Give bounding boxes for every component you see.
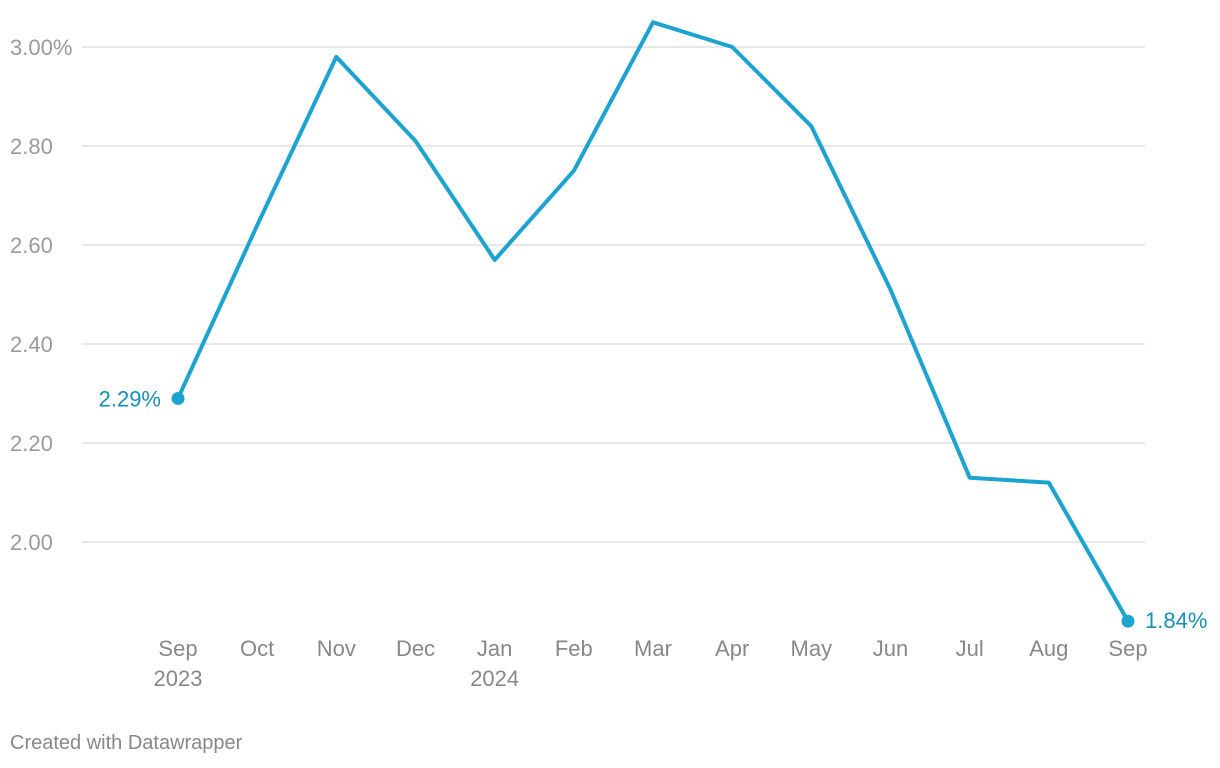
x-tick-label-10: Jul bbox=[956, 636, 984, 661]
gridlines bbox=[82, 46, 1145, 543]
x-tick-label-4: Jan bbox=[477, 636, 512, 661]
x-tick-label-0: Sep bbox=[158, 636, 197, 661]
end-point-dot bbox=[1121, 614, 1135, 628]
y-tick-label-0: 3.00% bbox=[10, 35, 72, 60]
y-tick-label-5: 2.00 bbox=[10, 530, 53, 555]
y-axis-ticks: 3.00% 2.80 2.60 2.40 2.20 2.00 bbox=[10, 35, 72, 555]
x-tick-label-11: Aug bbox=[1029, 636, 1068, 661]
x-tick-year-label-4: 2024 bbox=[470, 666, 519, 691]
x-tick-year-label-0: 2023 bbox=[154, 666, 203, 691]
x-tick-label-6: Mar bbox=[634, 636, 672, 661]
x-tick-label-7: Apr bbox=[715, 636, 749, 661]
y-tick-label-4: 2.20 bbox=[10, 431, 53, 456]
series-line-0 bbox=[176, 20, 1130, 624]
start-value-label: 2.29% bbox=[99, 386, 161, 411]
x-tick-label-3: Dec bbox=[396, 636, 435, 661]
start-point-dot bbox=[171, 391, 185, 405]
end-value-label: 1.84% bbox=[1145, 608, 1207, 633]
x-axis-ticks: Sep 2023 Oct Nov Dec Jan 2024 Feb Mar Apr May Jun Ju… bbox=[154, 636, 1148, 691]
series bbox=[176, 20, 1130, 624]
annotations: 2.29% 1.84% bbox=[99, 386, 1208, 633]
y-tick-label-1: 2.80 bbox=[10, 134, 53, 159]
x-tick-label-12: Sep bbox=[1108, 636, 1147, 661]
x-tick-label-2: Nov bbox=[317, 636, 356, 661]
y-tick-label-3: 2.40 bbox=[10, 332, 53, 357]
x-tick-label-5: Feb bbox=[555, 636, 593, 661]
y-tick-label-2: 2.60 bbox=[10, 233, 53, 258]
x-tick-label-9: Jun bbox=[873, 636, 908, 661]
x-tick-label-1: Oct bbox=[240, 636, 274, 661]
x-tick-label-8: May bbox=[791, 636, 833, 661]
credit-footer: Created with Datawrapper bbox=[10, 732, 243, 754]
